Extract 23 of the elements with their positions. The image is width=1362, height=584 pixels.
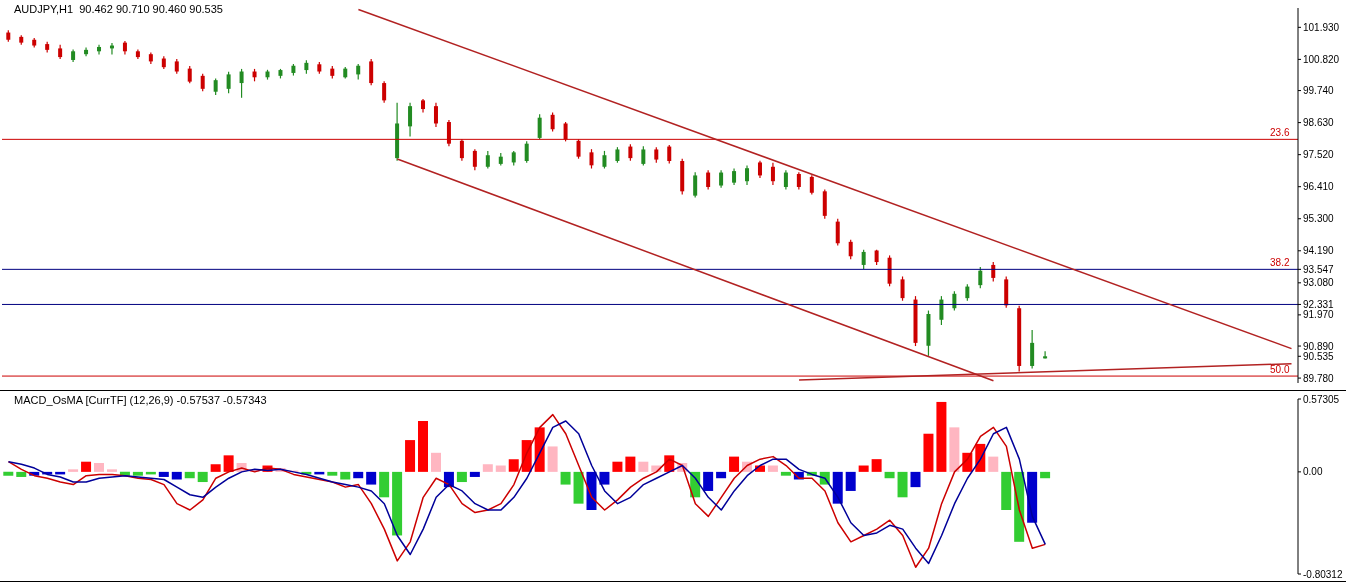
y-tick-label: 92.331 [1303,299,1335,310]
y-tick-label: 90.890 [1303,340,1335,352]
y-tick-label: 0.00 [1303,466,1323,478]
y-tick-label: 97.520 [1303,149,1335,161]
y-tick-label: 93.080 [1303,277,1335,289]
annotation: 23.6 [1270,127,1290,139]
y-tick-label: 89.780 [1303,372,1335,384]
y-tick-label: 90.535 [1303,350,1335,362]
y-tick-label: 94.190 [1303,245,1335,257]
y-tick-label: 98.630 [1303,117,1335,129]
y-tick-label: 96.410 [1303,181,1335,193]
y-tick-label: 101.930 [1303,21,1340,33]
chart-title: AUDJPY,H1 90.462 90.710 90.460 90.535 [14,3,223,15]
y-tick-label: -0.80312 [1303,568,1343,580]
y-tick-label: 95.300 [1303,213,1335,225]
annotation: 38.2 [1270,257,1290,269]
y-tick-label: 99.740 [1303,85,1335,97]
annotation: 50.0 [1270,364,1290,376]
y-tick-label: 91.970 [1303,309,1335,321]
chart-title: MACD_OsMA [CurrTF] (12,26,9) -0.57537 -0.57343 [14,394,267,406]
y-tick-label: 100.820 [1303,53,1340,65]
y-tick-label: 0.57305 [1303,393,1340,405]
y-tick-label: 93.547 [1303,263,1335,275]
